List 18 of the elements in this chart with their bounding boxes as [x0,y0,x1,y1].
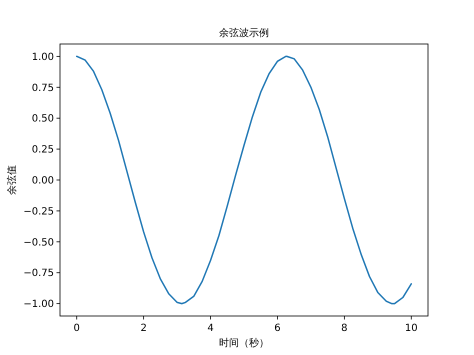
x-tick-label: 10 [404,323,418,334]
y-tick-label: 0.50 [32,114,54,125]
y-tick-label: 1.00 [32,52,54,63]
x-tick-label: 4 [207,323,214,334]
y-tick-label: 0.25 [32,144,54,156]
y-tick-label: −0.75 [23,268,54,280]
y-tick-label: −0.25 [23,206,54,218]
y-tick-label: −0.50 [23,237,54,248]
x-axis-title: 时间（秒） [219,337,269,349]
y-tick-label: 0.00 [32,176,54,186]
x-tick-label: 2 [140,323,147,334]
y-axis-title: 余弦值 [6,165,18,195]
x-tick-label: 6 [274,323,281,334]
y-tick-label: −1.00 [23,299,54,310]
y-tick-label: 0.75 [32,82,54,94]
chart-title: 余弦波示例 [219,27,269,39]
x-tick-label: 0 [74,323,80,334]
x-tick-label: 8 [341,323,348,334]
